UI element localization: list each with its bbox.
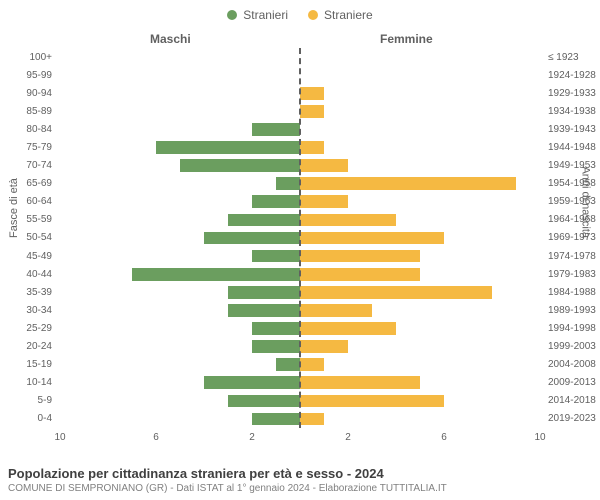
x-tick: 6 — [441, 432, 447, 443]
x-tick: 2 — [345, 432, 351, 443]
footer-title: Popolazione per cittadinanza straniera p… — [8, 466, 592, 481]
age-label: 80-84 — [22, 120, 56, 138]
legend-item-female: Straniere — [308, 8, 373, 22]
birth-year-label: 2009-2013 — [544, 374, 600, 392]
age-label: 95-99 — [22, 66, 56, 84]
x-axis: 10622610 — [60, 432, 540, 448]
birth-year-label: 1989-1993 — [544, 301, 600, 319]
bar-male — [156, 141, 300, 154]
age-label: 15-19 — [22, 356, 56, 374]
age-label: 35-39 — [22, 283, 56, 301]
x-tick: 6 — [153, 432, 159, 443]
bar-female — [300, 105, 324, 118]
bar-female — [300, 87, 324, 100]
bar-female — [300, 395, 444, 408]
age-label: 10-14 — [22, 374, 56, 392]
bar-female — [300, 286, 492, 299]
legend: Stranieri Straniere — [0, 0, 600, 22]
birth-year-label: 2019-2023 — [544, 410, 600, 428]
swatch-female — [308, 10, 318, 20]
birth-year-label: 1934-1938 — [544, 102, 600, 120]
bar-male — [228, 286, 300, 299]
header-female: Femmine — [380, 32, 433, 46]
age-label: 0-4 — [34, 410, 56, 428]
bar-male — [228, 214, 300, 227]
age-label: 70-74 — [22, 157, 56, 175]
bar-female — [300, 159, 348, 172]
bar-male — [252, 195, 300, 208]
bar-female — [300, 376, 420, 389]
age-label: 45-49 — [22, 247, 56, 265]
footer-subtitle: COMUNE DI SEMPRONIANO (GR) - Dati ISTAT … — [8, 483, 592, 494]
swatch-male — [227, 10, 237, 20]
legend-label-female: Straniere — [324, 8, 373, 22]
bar-female — [300, 268, 420, 281]
bar-male — [252, 123, 300, 136]
legend-item-male: Stranieri — [227, 8, 288, 22]
bar-male — [252, 322, 300, 335]
age-label: 25-29 — [22, 319, 56, 337]
birth-year-label: 1974-1978 — [544, 247, 600, 265]
bar-male — [228, 395, 300, 408]
bar-male — [228, 304, 300, 317]
bar-female — [300, 250, 420, 263]
footer: Popolazione per cittadinanza straniera p… — [8, 466, 592, 494]
center-line — [299, 48, 301, 428]
bar-male — [252, 413, 300, 426]
bar-male — [204, 376, 300, 389]
age-label: 100+ — [25, 48, 56, 66]
age-label: 55-59 — [22, 211, 56, 229]
bar-female — [300, 358, 324, 371]
x-tick: 10 — [54, 432, 65, 443]
age-label: 5-9 — [34, 392, 56, 410]
bar-male — [252, 340, 300, 353]
bar-female — [300, 141, 324, 154]
age-label: 90-94 — [22, 84, 56, 102]
bar-female — [300, 340, 348, 353]
bar-male — [252, 250, 300, 263]
age-label: 60-64 — [22, 193, 56, 211]
bar-female — [300, 214, 396, 227]
bar-male — [132, 268, 300, 281]
birth-year-label: 1929-1933 — [544, 84, 600, 102]
axis-title-right: Anni di nascita — [580, 166, 592, 238]
age-label: 50-54 — [22, 229, 56, 247]
bar-female — [300, 177, 516, 190]
axis-title-left: Fasce di età — [8, 178, 20, 238]
age-label: 40-44 — [22, 265, 56, 283]
bar-male — [180, 159, 300, 172]
birth-year-label: 1939-1943 — [544, 120, 600, 138]
x-tick: 2 — [249, 432, 255, 443]
birth-year-label: 2014-2018 — [544, 392, 600, 410]
bar-female — [300, 322, 396, 335]
birth-year-label: 1979-1983 — [544, 265, 600, 283]
age-label: 65-69 — [22, 175, 56, 193]
birth-year-label: 1944-1948 — [544, 138, 600, 156]
bar-female — [300, 304, 372, 317]
age-label: 20-24 — [22, 338, 56, 356]
bar-male — [204, 232, 300, 245]
bar-female — [300, 195, 348, 208]
bar-female — [300, 232, 444, 245]
bar-male — [276, 177, 300, 190]
age-label: 75-79 — [22, 138, 56, 156]
bar-female — [300, 413, 324, 426]
birth-year-label: 1924-1928 — [544, 66, 600, 84]
birth-year-label: 1994-1998 — [544, 319, 600, 337]
header-male: Maschi — [150, 32, 191, 46]
age-label: 85-89 — [22, 102, 56, 120]
x-tick: 10 — [534, 432, 545, 443]
age-label: 30-34 — [22, 301, 56, 319]
birth-year-label: 1999-2003 — [544, 338, 600, 356]
birth-year-label: 1984-1988 — [544, 283, 600, 301]
birth-year-label: 2004-2008 — [544, 356, 600, 374]
y-axis-right: ≤ 19231924-19281929-19331934-19381939-19… — [544, 48, 600, 428]
birth-year-label: ≤ 1923 — [544, 48, 583, 66]
y-axis-left: 100+95-9990-9485-8980-8475-7970-7465-696… — [0, 48, 56, 428]
bar-male — [276, 358, 300, 371]
legend-label-male: Stranieri — [243, 8, 288, 22]
chart-area — [60, 48, 540, 428]
